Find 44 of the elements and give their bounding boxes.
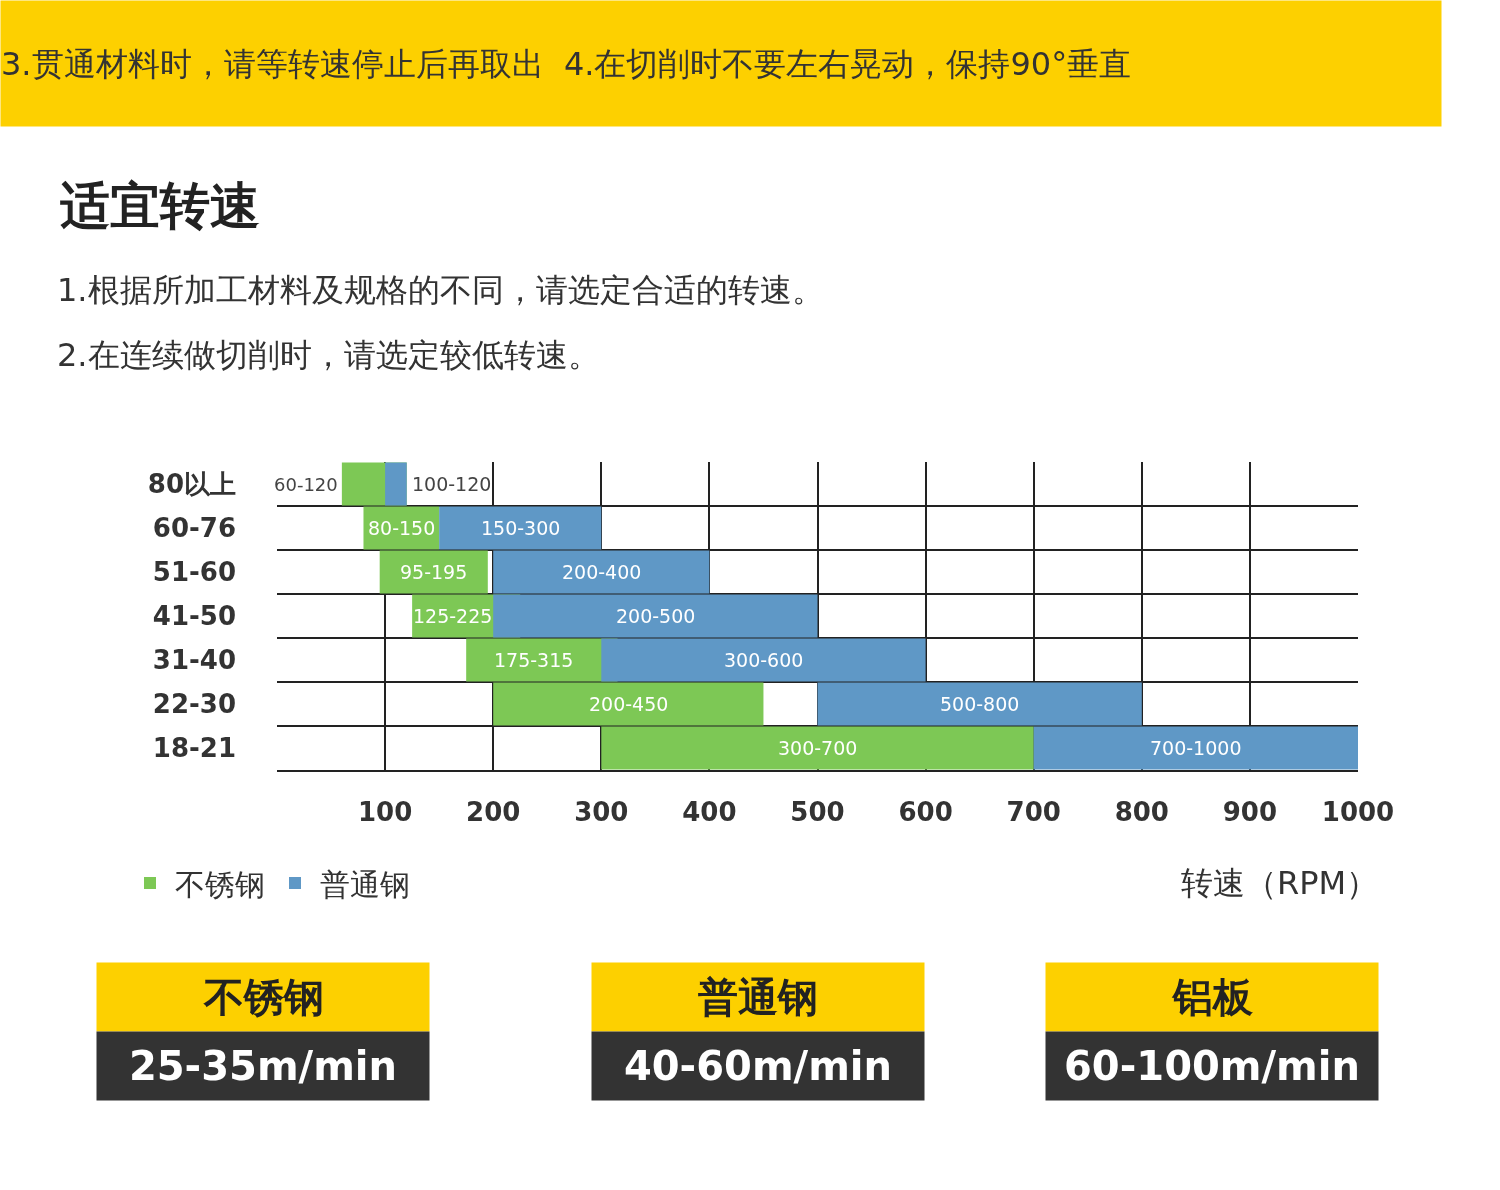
text: 不锈钢 bbox=[202, 974, 324, 1020]
data-label: 60-120 bbox=[274, 474, 338, 495]
data-label: 300-600 bbox=[724, 649, 804, 671]
text: 3.贯通材料时，请等转速停止后再取出 4.在切削时不要左右晃动，保持90°垂直 bbox=[1, 44, 1132, 83]
y-tick-label: 41-50 bbox=[152, 601, 236, 632]
legend-label: 不锈钢 bbox=[175, 866, 265, 902]
x-axis-title: 转速（RPM） bbox=[1181, 864, 1379, 902]
bar bbox=[385, 462, 407, 506]
text: 铝板 bbox=[1170, 974, 1254, 1020]
data-label: 200-400 bbox=[562, 561, 642, 583]
y-tick-label: 22-30 bbox=[152, 689, 236, 720]
text: 60-100m/min bbox=[1064, 1043, 1360, 1089]
x-tick-label: 700 bbox=[1006, 796, 1061, 827]
chart-title: 适宜转速 bbox=[60, 176, 260, 235]
text: 40-60m/min bbox=[623, 1043, 893, 1089]
data-label: 150-300 bbox=[481, 517, 561, 539]
x-tick-label: 300 bbox=[574, 796, 629, 827]
data-label: 200-450 bbox=[589, 693, 669, 715]
text: 普通钢 bbox=[698, 974, 818, 1020]
y-tick-label: 60-76 bbox=[152, 513, 236, 544]
data-label: 95-195 bbox=[400, 561, 468, 583]
y-tick-label: 18-21 bbox=[152, 733, 236, 764]
x-tick-label: 1000 bbox=[1321, 796, 1395, 827]
data-label: 125-225 bbox=[413, 605, 493, 627]
data-label: 500-800 bbox=[940, 693, 1020, 715]
x-tick-label: 100 bbox=[357, 796, 413, 827]
data-label: 700-1000 bbox=[1150, 737, 1242, 759]
data-label: 175-315 bbox=[494, 649, 574, 671]
data-label: 200-500 bbox=[616, 605, 696, 627]
x-tick-label: 200 bbox=[466, 796, 521, 827]
data-label: 300-700 bbox=[778, 737, 858, 759]
data-label: 100-120 bbox=[412, 473, 492, 495]
x-tick-label: 500 bbox=[790, 796, 845, 827]
y-tick-label: 31-40 bbox=[152, 645, 236, 676]
x-tick-label: 600 bbox=[898, 796, 953, 827]
text: 25-35m/min bbox=[128, 1043, 398, 1089]
chart-subtitle: 1.根据所加工材料及规格的不同，请选定合适的转速。 2.在连续做切削时，请选定较低转速。 bbox=[57, 271, 824, 374]
x-tick-label: 900 bbox=[1222, 796, 1278, 827]
data-label: 80-150 bbox=[368, 517, 436, 539]
y-tick-label: 51-60 bbox=[152, 557, 236, 588]
y-tick-label: 80以上 bbox=[147, 469, 236, 500]
legend-label: 普通钢 bbox=[320, 866, 410, 902]
x-tick-label: 400 bbox=[682, 796, 737, 827]
x-tick-label: 800 bbox=[1114, 796, 1169, 827]
